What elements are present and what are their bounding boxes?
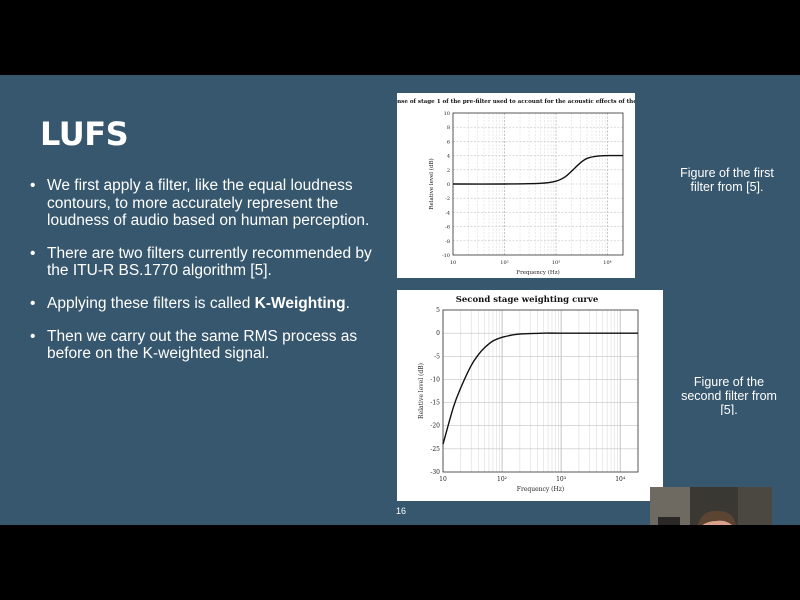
chart-stage1: Response of stage 1 of the pre-filter us… (378, 99, 654, 276)
bullet-text: Then we carry out the same RMS process a… (47, 327, 358, 363)
slide: LUFS We first apply a filter, like the e… (0, 75, 800, 525)
bullet-text-bold: K-Weighting (254, 294, 346, 312)
x-tick-label: 10³ (556, 476, 567, 483)
chart-stage2: Second stage weighting curve -30 -25 -20 -15… (418, 295, 639, 493)
y-tick-label: -10 (442, 253, 450, 259)
x-tick-label: 10³ (552, 260, 560, 266)
chart-stage1-panel: Response of stage 1 of the pre-filter us… (378, 93, 654, 278)
figure-caption-2: Figure of the second filter from [5]. (681, 375, 777, 415)
y-tick-label: 6 (447, 139, 450, 145)
bullet-item: There are two filters currently recommen… (28, 245, 373, 280)
plot-frame (442, 309, 639, 473)
bullet-text-prefix: Applying these filters is called (47, 294, 255, 312)
y-tick-label: 5 (436, 307, 440, 314)
y-axis-label: Relative level (dB) (428, 158, 435, 209)
bullet-item: Applying these filters is called K-Weigh… (28, 295, 373, 313)
y-tick-label: -30 (430, 469, 440, 476)
x-axis-label: Frequency (Hz) (517, 486, 564, 493)
y-tick-label: -6 (445, 225, 450, 231)
y-tick-label: -15 (430, 400, 440, 407)
x-tick-label: 10² (497, 476, 508, 483)
figure-caption-1: Figure of the first filter from [5]. (680, 166, 774, 194)
bullet-text-suffix: . (345, 294, 350, 312)
y-tick-label: 8 (447, 125, 450, 131)
y-axis-label: Relative level (dB) (418, 363, 425, 419)
x-tick-label: 10⁴ (615, 476, 626, 483)
webcam-overlay (650, 487, 772, 525)
x-axis-label: Frequency (Hz) (516, 269, 559, 276)
y-tick-label: -25 (430, 446, 440, 453)
y-tick-label: 4 (447, 154, 450, 160)
slide-title: LUFS (40, 115, 129, 153)
y-tick-label: -10 (430, 376, 440, 383)
series-line-2 (442, 332, 638, 445)
bullet-text: There are two filters currently recommen… (47, 244, 372, 280)
y-tick-label: -5 (434, 353, 440, 360)
y-tick-label: -2 (445, 196, 450, 202)
y-tick-label: 0 (447, 182, 450, 188)
series-line-1 (452, 154, 624, 185)
page-number: 16 (396, 506, 407, 516)
x-tick-label: 10² (500, 260, 508, 266)
bullet-item: Then we carry out the same RMS process a… (28, 328, 373, 363)
chart-stage2-panel: Second stage weighting curve -30 -25 -20 -15… (397, 290, 663, 501)
x-tick-label: 10 (439, 476, 447, 483)
x-tick-label: 10⁴ (603, 260, 611, 266)
y-tick-label: -8 (445, 239, 450, 245)
y-tick-label: 0 (436, 330, 440, 337)
bullet-list: We first apply a filter, like the equal … (28, 177, 373, 378)
y-tick-label: 10 (444, 111, 450, 117)
webcam-person-image (650, 487, 772, 525)
chart-title: Second stage weighting curve (456, 295, 599, 305)
bullet-text: We first apply a filter, like the equal … (47, 177, 370, 230)
x-tick-label: 10 (450, 260, 456, 266)
chart-title: Response of stage 1 of the pre-filter us… (397, 99, 635, 105)
y-tick-label: -20 (430, 423, 440, 430)
y-tick-label: -4 (445, 210, 450, 216)
y-tick-label: 2 (447, 168, 450, 174)
bullet-item: We first apply a filter, like the equal … (28, 177, 373, 230)
